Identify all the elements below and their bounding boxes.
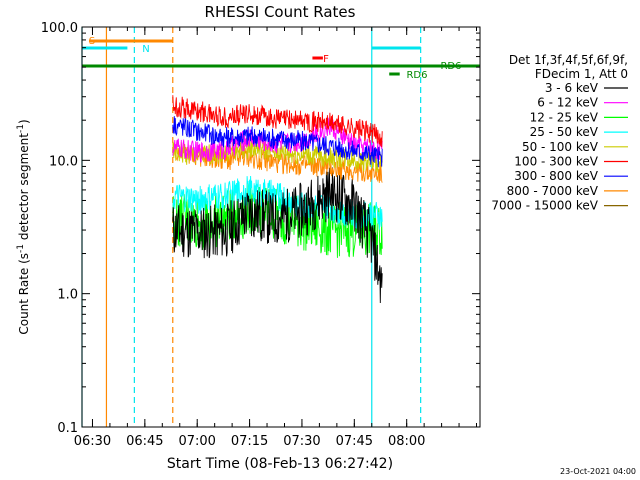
series-line bbox=[172, 136, 383, 173]
y-axis: 0.1 1.0 10.0 100.0 bbox=[41, 21, 480, 436]
plot-area: S N F RD6 RD6 bbox=[81, 27, 480, 427]
legend-label: 7000 - 15000 keV bbox=[491, 199, 598, 213]
legend-label: 3 - 6 keV bbox=[545, 81, 599, 95]
x-tick-label: 06:30 bbox=[74, 434, 111, 449]
footer-timestamp: 23-Oct-2021 04:00 bbox=[560, 467, 636, 476]
x-tick-label: 07:00 bbox=[178, 434, 215, 449]
x-tick-label: 08:00 bbox=[388, 434, 425, 449]
legend: Det 1f,3f,4f,5f,6f,9f, FDecim 1, Att 0 3… bbox=[491, 53, 628, 213]
chart-title: RHESSI Count Rates bbox=[205, 3, 356, 21]
flag-label-s: S bbox=[89, 36, 95, 47]
y-tick-label: 10.0 bbox=[49, 154, 78, 169]
y-tick-label: 0.1 bbox=[57, 421, 78, 436]
plot-frame bbox=[81, 26, 481, 428]
legend-label: 300 - 800 keV bbox=[514, 169, 598, 183]
series-line bbox=[172, 95, 383, 148]
flag-label-f: F bbox=[323, 54, 329, 65]
legend-header-line1: Det 1f,3f,4f,5f,6f,9f, bbox=[509, 53, 628, 67]
legend-header-line2: FDecim 1, Att 0 bbox=[535, 67, 628, 81]
legend-label: 6 - 12 keV bbox=[537, 96, 599, 110]
legend-label: 12 - 25 keV bbox=[530, 110, 599, 124]
y-tick-label: 1.0 bbox=[57, 288, 78, 303]
legend-label: 25 - 50 keV bbox=[530, 125, 599, 139]
x-axis: 06:30 06:45 07:00 07:15 07:30 07:45 08:00 bbox=[74, 27, 478, 449]
series-line bbox=[172, 167, 383, 304]
flag-label-rd6: RD6 bbox=[440, 61, 461, 72]
x-tick-label: 06:45 bbox=[126, 434, 163, 449]
legend-label: 800 - 7000 keV bbox=[507, 184, 599, 198]
legend-label: 50 - 100 keV bbox=[522, 140, 599, 154]
series-line bbox=[172, 116, 383, 168]
x-tick-label: 07:45 bbox=[336, 434, 373, 449]
x-axis-label: Start Time (08-Feb-13 06:27:42) bbox=[167, 456, 393, 472]
x-tick-label: 07:30 bbox=[283, 434, 320, 449]
legend-label: 100 - 300 keV bbox=[514, 155, 598, 169]
y-tick-label: 100.0 bbox=[41, 21, 78, 36]
flag-label-n: N bbox=[142, 44, 149, 55]
flag-label-rd6: RD6 bbox=[406, 70, 427, 81]
x-tick-label: 07:15 bbox=[231, 434, 268, 449]
y-axis-label: Count Rate (s-1 detector segment-1) bbox=[16, 119, 31, 334]
